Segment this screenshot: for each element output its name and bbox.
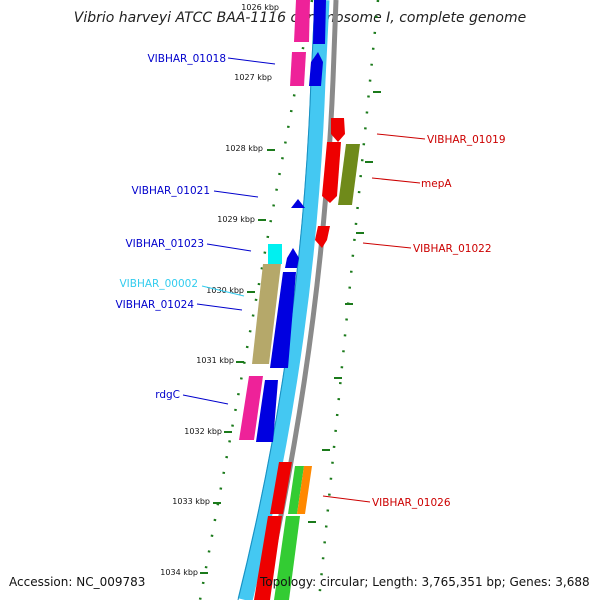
gene-label-vibhar-01024[interactable]: VIBHAR_01024 xyxy=(115,299,194,311)
gene-arrow xyxy=(313,0,326,44)
gene-label-mepa[interactable]: mepA xyxy=(421,178,452,190)
gene-arrow xyxy=(315,226,330,248)
leader-line xyxy=(376,133,426,140)
gene-arrow xyxy=(239,376,263,440)
gene-arrow xyxy=(252,264,281,364)
accession-text: Accession: NC_009783 xyxy=(9,575,146,589)
gene-label-vibhar-01021[interactable]: VIBHAR_01021 xyxy=(131,185,210,197)
inner-ticks xyxy=(200,149,275,574)
gene-arrow xyxy=(288,466,304,514)
gene-arrow xyxy=(338,144,360,205)
ruler-label: 1032 kbp xyxy=(184,427,222,436)
gene-arrow xyxy=(322,142,341,203)
gene-label-vibhar-01022[interactable]: VIBHAR_01022 xyxy=(413,243,492,255)
leader-line xyxy=(182,394,229,405)
gene-label-vibhar-01018[interactable]: VIBHAR_01018 xyxy=(147,53,226,65)
topology-text: Topology: circular; Length: 3,765,351 bp… xyxy=(260,575,590,589)
rna-feature xyxy=(268,244,282,264)
leader-line xyxy=(227,57,276,65)
outer-ruler-dots xyxy=(317,0,380,600)
leader-line xyxy=(371,177,421,184)
gene-arrow xyxy=(254,516,282,600)
gene-label-vibhar-00002[interactable]: VIBHAR_00002 xyxy=(119,278,198,290)
leader-lines xyxy=(182,57,426,503)
gene-arrow xyxy=(291,199,305,208)
gene-arrow xyxy=(297,466,312,514)
ruler-label: 1030 kbp xyxy=(206,286,244,295)
ruler-label: 1029 kbp xyxy=(217,215,255,224)
gene-label-group: VIBHAR_01018 VIBHAR_01019 mepA VIBHAR_01… xyxy=(115,53,505,509)
leader-line xyxy=(362,242,412,249)
gene-arrow xyxy=(274,516,300,600)
ruler-label: 1026 kbp xyxy=(241,3,279,12)
gene-label-vibhar-01026[interactable]: VIBHAR_01026 xyxy=(372,497,451,509)
inner-ruler-dots xyxy=(198,0,314,600)
gene-arrow xyxy=(309,52,323,86)
gene-arrow xyxy=(270,272,296,368)
ruler-label: 1028 kbp xyxy=(225,144,263,153)
gene-arrow xyxy=(285,248,299,268)
ruler-labels: 1026 kbp 1027 kbp 1028 kbp 1029 kbp 1030… xyxy=(160,3,279,577)
ruler-label: 1034 kbp xyxy=(160,568,198,577)
gene-label-vibhar-01019[interactable]: VIBHAR_01019 xyxy=(427,134,506,146)
gene-label-vibhar-01023[interactable]: VIBHAR_01023 xyxy=(125,238,204,250)
reverse-features xyxy=(254,118,360,600)
ruler-label: 1033 kbp xyxy=(172,497,210,506)
gene-arrow xyxy=(256,380,278,442)
gene-arrow xyxy=(270,462,292,514)
forward-strand-track xyxy=(237,0,330,600)
ruler-label: 1031 kbp xyxy=(196,356,234,365)
leader-line xyxy=(322,495,371,503)
leader-line xyxy=(196,303,243,311)
gene-arrow xyxy=(290,52,306,86)
leader-line xyxy=(206,243,252,252)
leader-line xyxy=(201,285,245,297)
gene-arrow xyxy=(294,0,310,42)
gene-arrow xyxy=(331,118,345,142)
leader-line xyxy=(213,190,259,198)
gene-label-rdgc[interactable]: rdgC xyxy=(155,389,180,401)
forward-other-features xyxy=(239,0,310,440)
forward-cds-features xyxy=(256,0,326,442)
ruler-label: 1027 kbp xyxy=(234,73,272,82)
outer-ticks xyxy=(308,91,381,523)
